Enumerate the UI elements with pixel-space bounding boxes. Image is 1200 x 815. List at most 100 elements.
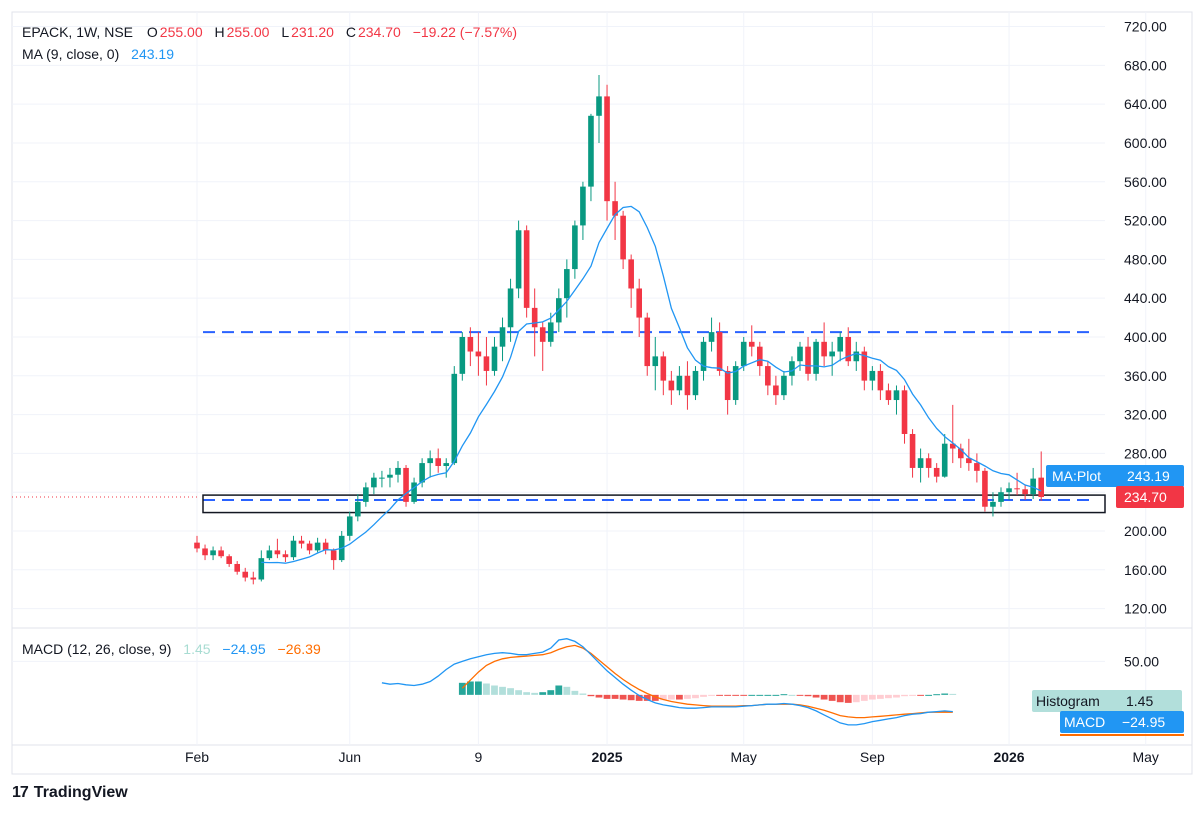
y-tick-label: 320.00 bbox=[1124, 407, 1167, 423]
candle-body bbox=[306, 543, 313, 551]
candle-body bbox=[781, 375, 787, 396]
histogram-bar bbox=[925, 694, 933, 696]
candle-body bbox=[467, 336, 474, 352]
candle bbox=[941, 433, 948, 478]
candle bbox=[467, 327, 474, 367]
histogram-bar bbox=[764, 694, 772, 696]
last-price-tag: 234.70 bbox=[1116, 486, 1184, 508]
candle bbox=[901, 385, 908, 444]
candle bbox=[242, 567, 249, 582]
candle-body bbox=[515, 230, 522, 289]
candle bbox=[411, 477, 417, 504]
histogram-bar bbox=[595, 694, 603, 698]
histogram-bar bbox=[740, 694, 748, 696]
macd-signal-value: −26.39 bbox=[277, 641, 321, 657]
candle bbox=[210, 546, 216, 561]
candle bbox=[427, 450, 433, 478]
candle-body bbox=[1014, 488, 1020, 490]
candle bbox=[250, 571, 257, 585]
candle-body bbox=[837, 336, 843, 352]
candle bbox=[781, 370, 787, 401]
histogram-bar bbox=[627, 694, 635, 701]
candle-body bbox=[523, 230, 530, 308]
candle bbox=[628, 254, 634, 308]
chart-frame bbox=[11, 11, 1193, 775]
candle-body bbox=[644, 317, 651, 367]
candle-body bbox=[411, 482, 417, 502]
candle-body bbox=[322, 542, 329, 551]
candle bbox=[298, 535, 305, 549]
candle-body bbox=[684, 375, 691, 396]
candle bbox=[491, 336, 498, 376]
y-tick-label: 440.00 bbox=[1124, 290, 1167, 306]
candle-body bbox=[427, 458, 433, 464]
candle-body bbox=[724, 370, 731, 401]
y-tick-label: 120.00 bbox=[1124, 601, 1167, 617]
histogram-bar bbox=[651, 694, 659, 701]
tradingview-logo-icon: 17 bbox=[12, 784, 29, 801]
close-value: 234.70 bbox=[357, 24, 401, 40]
candle-body bbox=[491, 346, 498, 371]
histogram-bar bbox=[499, 686, 506, 695]
signal-line bbox=[461, 644, 953, 719]
histogram-bar bbox=[466, 681, 474, 695]
histogram-bar bbox=[796, 694, 804, 696]
candle bbox=[982, 467, 988, 512]
candle bbox=[885, 383, 892, 405]
x-tick-label: May bbox=[1132, 749, 1158, 765]
candle bbox=[1014, 472, 1020, 496]
candle bbox=[564, 259, 570, 318]
histogram-bar bbox=[716, 694, 723, 696]
histogram-bar bbox=[555, 685, 563, 695]
candle bbox=[443, 458, 450, 478]
candle bbox=[499, 317, 506, 362]
candle-body bbox=[982, 470, 988, 507]
candle bbox=[266, 545, 273, 561]
histogram-bar bbox=[483, 683, 490, 695]
candle bbox=[290, 535, 297, 561]
candle bbox=[805, 336, 811, 381]
candle bbox=[684, 361, 691, 410]
y-tick-label: 600.00 bbox=[1124, 135, 1167, 151]
histogram-bar bbox=[579, 693, 587, 695]
ma-legend: MA (9, close, 0) 243.19 bbox=[22, 46, 176, 62]
candle bbox=[507, 278, 514, 342]
candle bbox=[861, 346, 868, 391]
candle-body bbox=[829, 351, 835, 357]
candle bbox=[371, 472, 377, 495]
histogram-bar bbox=[619, 694, 627, 700]
histogram-bar bbox=[507, 688, 514, 695]
candle-body bbox=[692, 370, 699, 396]
candle bbox=[837, 332, 843, 362]
candles bbox=[194, 75, 1044, 585]
candle bbox=[306, 540, 313, 555]
candle-body bbox=[628, 259, 634, 289]
candle-body bbox=[266, 550, 273, 559]
histogram-axis-tag-bg bbox=[1032, 690, 1182, 712]
candle bbox=[853, 341, 860, 371]
candle bbox=[435, 448, 441, 473]
candle-body bbox=[901, 390, 908, 434]
candle-body bbox=[274, 550, 281, 555]
histogram-bar bbox=[836, 694, 844, 703]
ma-axis-tag-bg bbox=[1046, 465, 1184, 487]
tradingview-brand[interactable]: 17 TradingView bbox=[12, 784, 128, 802]
candle-body bbox=[797, 346, 803, 362]
candle bbox=[451, 366, 458, 466]
histogram-bar bbox=[547, 690, 555, 695]
y-tick-label: 160.00 bbox=[1124, 562, 1167, 578]
candle bbox=[620, 210, 626, 270]
histogram-bar bbox=[491, 685, 498, 695]
candle-body bbox=[596, 96, 602, 116]
candle bbox=[652, 336, 659, 391]
candle bbox=[314, 537, 321, 553]
candle bbox=[523, 225, 530, 318]
candle-body bbox=[740, 341, 747, 367]
candle bbox=[644, 312, 651, 376]
candle bbox=[194, 535, 200, 553]
candle-body bbox=[941, 443, 948, 477]
candle bbox=[716, 322, 723, 376]
histogram-bar bbox=[611, 694, 619, 699]
candle bbox=[708, 317, 715, 352]
candle bbox=[355, 494, 361, 522]
